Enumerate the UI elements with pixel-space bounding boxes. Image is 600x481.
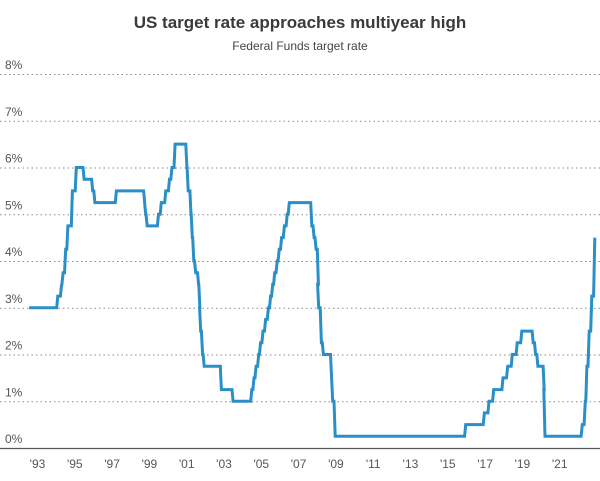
x-tick-label: '95: [67, 457, 83, 471]
x-axis-labels: '93 '95 '97 '99 '01 '03 '05 '07 '09 '11 '13 '15 '17 '…: [30, 457, 568, 471]
x-tick-label: '03: [216, 457, 232, 471]
y-tick-label: 3%: [5, 292, 23, 306]
x-tick-label: '93: [30, 457, 46, 471]
x-tick-label: '07: [291, 457, 307, 471]
y-tick-label: 5%: [5, 198, 23, 212]
series-line-federal-funds-rate: [29, 142, 597, 438]
x-tick-label: '21: [552, 457, 568, 471]
y-tick-label: 1%: [5, 385, 23, 399]
chart-subtitle: Federal Funds target rate: [232, 39, 368, 53]
y-tick-label: 6%: [5, 152, 23, 166]
x-tick-label: '05: [253, 457, 269, 471]
x-tick-label: '01: [179, 457, 195, 471]
y-tick-label: 8%: [5, 58, 23, 72]
y-tick-label: 0%: [5, 432, 23, 446]
chart-title: US target rate approaches multiyear high: [134, 13, 467, 32]
x-tick-label: '19: [515, 457, 531, 471]
x-tick-label: '13: [403, 457, 419, 471]
x-tick-label: '11: [366, 457, 381, 471]
x-tick-label: '15: [440, 457, 456, 471]
x-tick-label: '99: [142, 457, 158, 471]
y-tick-label: 4%: [5, 245, 23, 259]
y-tick-label: 7%: [5, 105, 23, 119]
x-tick-label: '09: [328, 457, 344, 471]
y-tick-label: 2%: [5, 339, 23, 353]
x-tick-label: '97: [104, 457, 120, 471]
x-tick-label: '17: [477, 457, 493, 471]
gridlines: [0, 74, 600, 403]
y-axis-labels: 0% 1% 2% 3% 4% 5% 6% 7% 8%: [5, 58, 23, 446]
